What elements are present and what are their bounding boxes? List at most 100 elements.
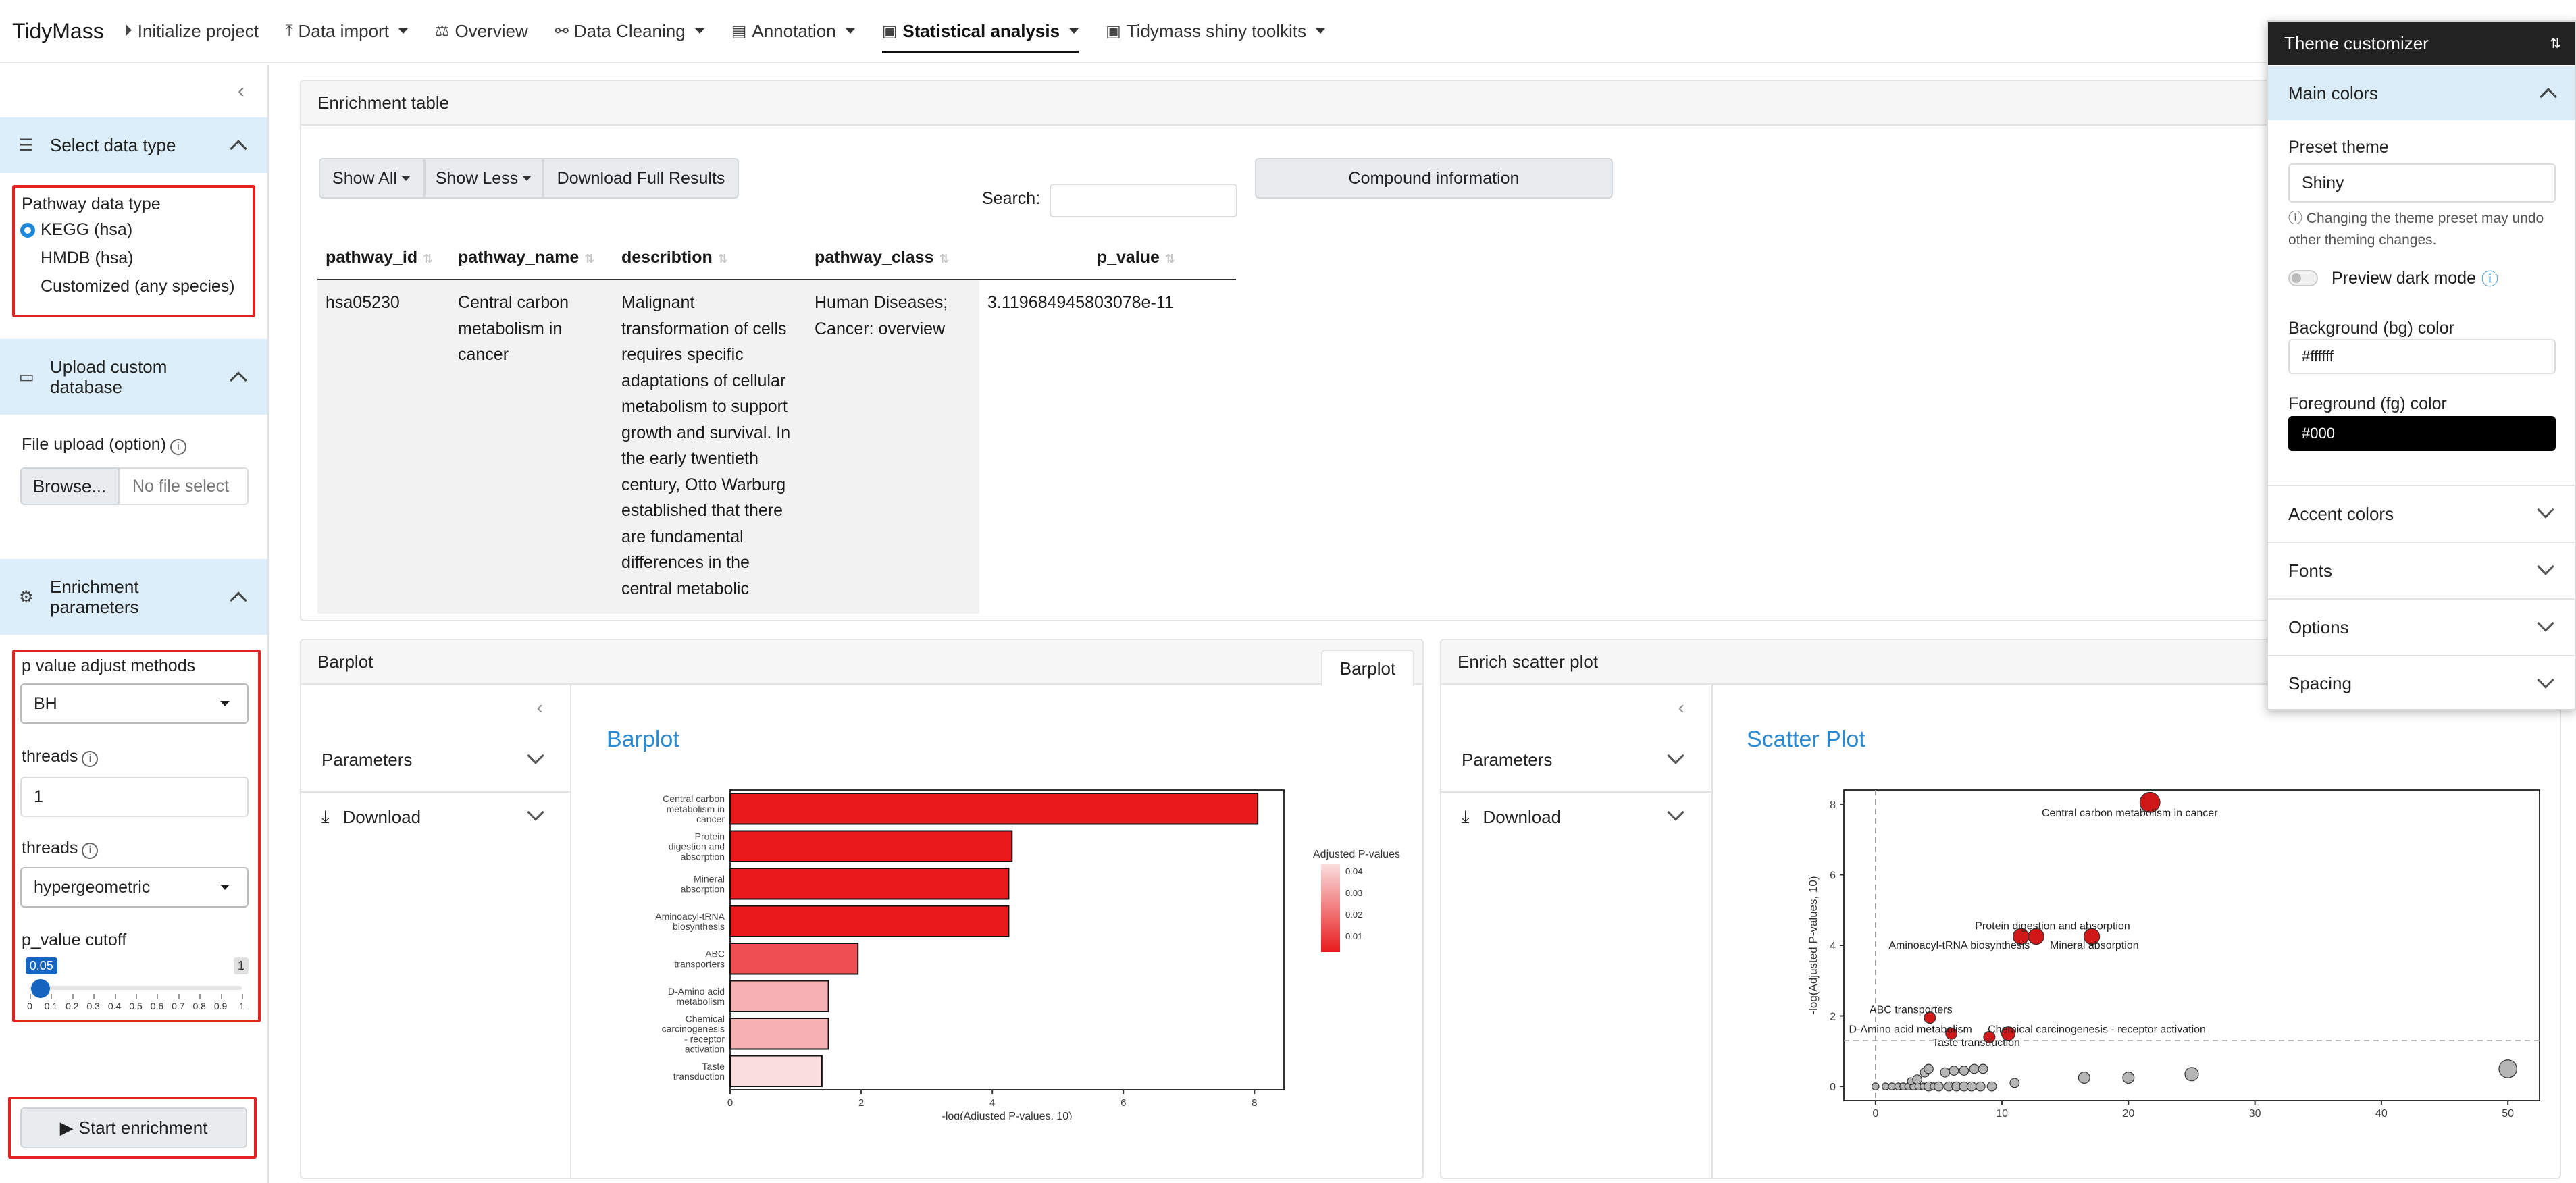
dark-mode-toggle[interactable]: Preview dark mode ⓘ xyxy=(2288,266,2498,290)
scatter-chart: 0102030405002468Mapped percentage (%)-lo… xyxy=(1807,789,2540,1120)
balance-scale-icon: ⚖ xyxy=(434,22,450,41)
search-input[interactable] xyxy=(1050,184,1237,217)
nav-annotation[interactable]: ▤ Annotation xyxy=(731,0,855,63)
slider-tick xyxy=(72,994,74,999)
nav-statistical-analysis[interactable]: ▣ Statistical analysis xyxy=(881,0,1079,63)
sidebar-collapse-icon[interactable]: ‹ xyxy=(238,80,244,102)
nav-shiny-toolkits[interactable]: ▣ Tidymass shiny toolkits xyxy=(1106,0,1326,63)
p-adjust-select[interactable]: BH xyxy=(20,683,249,724)
compound-information-button[interactable]: Compound information xyxy=(1255,158,1613,199)
category-label: ABC xyxy=(705,948,725,959)
caret-down-icon xyxy=(398,28,408,34)
start-enrichment-button[interactable]: ▶ Start enrichment xyxy=(20,1107,247,1148)
x-tick-label: 0 xyxy=(1872,1108,1878,1120)
section-options[interactable]: Options xyxy=(2268,600,2575,655)
theme-customizer-header[interactable]: Theme customizer ⇅ xyxy=(2268,22,2575,65)
nav-data-cleaning[interactable]: ⚯ Data Cleaning xyxy=(555,0,704,63)
play-circle-icon: ⏵ xyxy=(124,22,132,40)
cell-description: Malignant transformation of cells requir… xyxy=(613,280,806,614)
column-header[interactable]: p_value ⇅ xyxy=(979,236,1236,280)
cutoff-slider[interactable]: 0.05 1 0 0.1 0.2 0.3 0.4 0.5 0.6 0.7 0.8 0.9 1 xyxy=(20,955,250,1016)
info-icon: ⓘ xyxy=(2288,211,2307,226)
chevron-down-icon[interactable] xyxy=(1667,747,1684,764)
cutoff-label: p_value cutoff xyxy=(22,930,127,949)
chevron-down-icon xyxy=(2537,614,2554,632)
category-label: D-Amino acid xyxy=(668,986,725,997)
scatter-point-highlight xyxy=(1924,1011,1936,1024)
fg-color-input[interactable]: #000 xyxy=(2288,416,2556,451)
column-header[interactable]: pathway_class ⇅ xyxy=(806,236,979,280)
scatter-point xyxy=(1975,1081,1986,1092)
point-label: Central carbon metabolism in cancer xyxy=(2042,808,2218,819)
x-tick-label: 8 xyxy=(1252,1097,1257,1109)
scatter-point xyxy=(2184,1067,2199,1082)
nav-initialize-project[interactable]: ⏵ Initialize project xyxy=(124,20,259,41)
sort-icon: ⇅ xyxy=(423,252,434,265)
tab-barplot[interactable]: Barplot xyxy=(1321,650,1414,686)
bar xyxy=(729,867,1010,900)
divider xyxy=(2268,542,2575,543)
radio-dot xyxy=(20,279,35,294)
bg-color-input[interactable]: #ffffff xyxy=(2288,339,2556,374)
y-tick-label: 0 xyxy=(1830,1082,1836,1093)
nav-overview[interactable]: ⚖ Overview xyxy=(434,20,528,41)
accordion-select-data-type[interactable]: ☰ Select data type xyxy=(0,117,267,173)
section-fonts[interactable]: Fonts xyxy=(2268,543,2575,598)
chevron-up-icon xyxy=(230,140,247,157)
method-select[interactable]: hypergeometric xyxy=(20,867,249,908)
divider xyxy=(2268,598,2575,600)
column-header[interactable]: describtion ⇅ xyxy=(613,236,806,280)
nav-data-import[interactable]: ⤒ Data import xyxy=(286,0,408,63)
show-less-button[interactable]: Show Less xyxy=(424,158,543,199)
chevron-up-icon xyxy=(230,592,247,609)
slider-handle[interactable] xyxy=(30,979,50,998)
section-spacing[interactable]: Spacing xyxy=(2268,656,2575,710)
radio-customized[interactable]: Customized (any species) xyxy=(20,277,235,296)
parameters-toggle[interactable]: Parameters xyxy=(321,750,413,770)
chevron-down-icon[interactable] xyxy=(527,804,544,821)
highlight-box-data-type xyxy=(12,185,255,317)
accordion-enrichment-parameters[interactable]: ⚙ Enrichment parameters xyxy=(0,559,267,635)
x-tick-label: 50 xyxy=(2502,1108,2514,1120)
radio-dot xyxy=(20,222,35,238)
scatter-point xyxy=(1959,1066,1969,1076)
preset-theme-label: Preset theme xyxy=(2288,138,2389,157)
threads-input[interactable]: 1 xyxy=(20,777,249,817)
caret-down-icon xyxy=(1316,28,1326,34)
chevron-down-icon[interactable] xyxy=(527,747,544,764)
chevron-down-icon[interactable] xyxy=(1667,804,1684,821)
scatter-point xyxy=(1978,1063,1988,1074)
browse-button[interactable]: Browse... xyxy=(20,467,119,505)
accordion-upload-database[interactable]: ▭ Upload custom database xyxy=(0,339,267,415)
download-toggle[interactable]: ⤓ Download xyxy=(321,806,421,827)
column-header[interactable]: pathway_id ⇅ xyxy=(317,236,450,280)
threads-label: threads i xyxy=(22,747,99,767)
play-icon: ▶ xyxy=(59,1117,74,1138)
sort-icon[interactable]: ⇅ xyxy=(2550,36,2561,51)
sort-icon: ⇅ xyxy=(1164,252,1175,265)
column-header[interactable]: pathway_name ⇅ xyxy=(450,236,613,280)
section-main-colors[interactable]: Main colors xyxy=(2268,66,2575,120)
preset-theme-input[interactable]: Shiny xyxy=(2288,163,2556,203)
download-full-results-button[interactable]: Download Full Results xyxy=(543,158,739,199)
file-name-field[interactable]: No file select xyxy=(119,467,249,505)
download-toggle[interactable]: ⤓ Download xyxy=(1462,806,1562,827)
sliders-icon: ☰ xyxy=(19,136,34,155)
radio-kegg[interactable]: KEGG (hsa) xyxy=(20,220,132,240)
slider-tick-label: 0.7 xyxy=(172,1001,185,1011)
radio-hmdb[interactable]: HMDB (hsa) xyxy=(20,248,134,268)
section-accent-colors[interactable]: Accent colors xyxy=(2268,486,2575,542)
caret-down-icon xyxy=(694,28,704,34)
collapse-icon[interactable]: ‹ xyxy=(1678,697,1684,718)
table-icon: ▤ xyxy=(731,22,747,41)
table-row[interactable]: hsa05230 Central carbon metabolism in ca… xyxy=(317,280,1236,614)
slider-max-badge: 1 xyxy=(233,957,249,974)
show-all-button[interactable]: Show All xyxy=(319,158,424,199)
point-label: Taste transduction xyxy=(1932,1037,2020,1049)
collapse-icon[interactable]: ‹ xyxy=(536,697,543,718)
toggle-switch[interactable] xyxy=(2288,270,2318,286)
parameters-toggle[interactable]: Parameters xyxy=(1462,750,1553,770)
divider xyxy=(301,791,570,793)
slider-tick xyxy=(157,994,159,999)
brand-title[interactable]: TidyMass xyxy=(12,18,104,43)
